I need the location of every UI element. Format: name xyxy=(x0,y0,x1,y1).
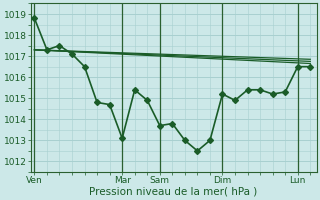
X-axis label: Pression niveau de la mer( hPa ): Pression niveau de la mer( hPa ) xyxy=(90,187,258,197)
